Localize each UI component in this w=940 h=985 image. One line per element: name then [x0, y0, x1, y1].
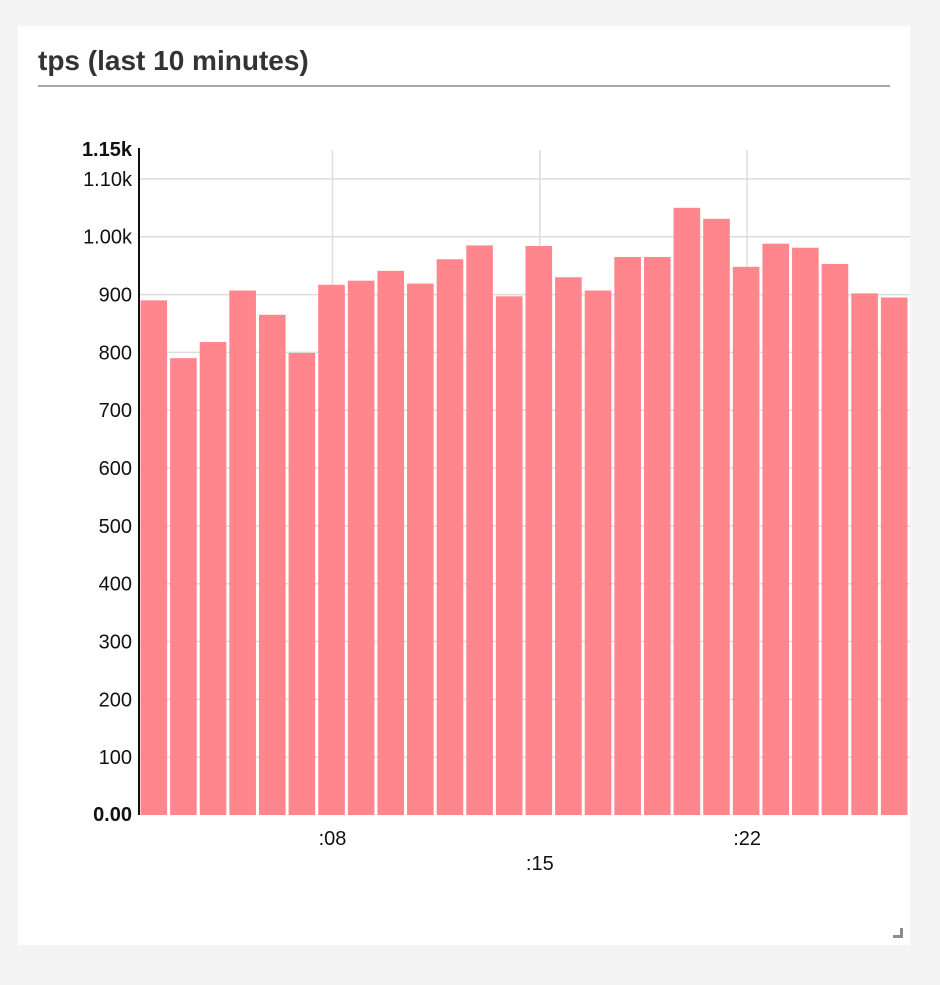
bar: [555, 277, 582, 815]
bar: [762, 243, 790, 816]
bar: [170, 358, 197, 815]
y-tick-label: 200: [99, 689, 132, 711]
panel-title: tps (last 10 minutes): [38, 45, 309, 76]
x-tick-labels: :08 :15 :22: [319, 828, 761, 875]
bar: [495, 296, 523, 815]
y-min-label: 0.00: [93, 804, 132, 826]
y-tick-labels: 100 200 300 400 500 600 700 800 900 1.00k 1.10k 1.1…: [82, 139, 133, 826]
resize-corner-icon[interactable]: [893, 928, 903, 938]
panel-header: tps (last 10 minutes): [38, 26, 890, 87]
bar-series: [140, 207, 908, 816]
bar: [525, 245, 553, 815]
y-tick-label: 400: [99, 574, 132, 596]
bar: [407, 283, 434, 815]
y-tick-label: 900: [99, 285, 132, 307]
x-tick-label: :22: [733, 828, 761, 850]
bar: [821, 263, 849, 816]
bar: [288, 352, 316, 815]
bar: [140, 300, 168, 815]
x-tick-label: :08: [319, 828, 347, 850]
bar: [347, 280, 375, 815]
y-max-label: 1.15k: [82, 139, 133, 161]
bar: [792, 247, 819, 816]
bar: [703, 218, 730, 815]
x-tick-label: :15: [526, 853, 554, 875]
bar: [377, 270, 405, 815]
bar: [732, 266, 760, 815]
bar: [851, 293, 878, 815]
bar: [643, 256, 671, 815]
bar: [436, 259, 464, 816]
bar: [466, 245, 493, 816]
bar: [584, 290, 612, 815]
y-tick-label: 500: [99, 516, 132, 538]
bar: [199, 341, 227, 815]
bar: [614, 256, 641, 815]
y-tick-label: 600: [99, 458, 132, 480]
y-tick-label: 100: [99, 747, 132, 769]
y-tick-label: 1.00k: [83, 227, 133, 249]
y-tick-label: 700: [99, 400, 132, 422]
y-tick-label: 1.10k: [83, 169, 133, 191]
y-tick-label: 800: [99, 342, 132, 364]
bar: [880, 297, 908, 815]
y-tick-label: 300: [99, 632, 132, 654]
bar: [258, 314, 286, 815]
bar: [229, 290, 256, 815]
bar: [318, 284, 345, 816]
bar: [673, 207, 701, 816]
